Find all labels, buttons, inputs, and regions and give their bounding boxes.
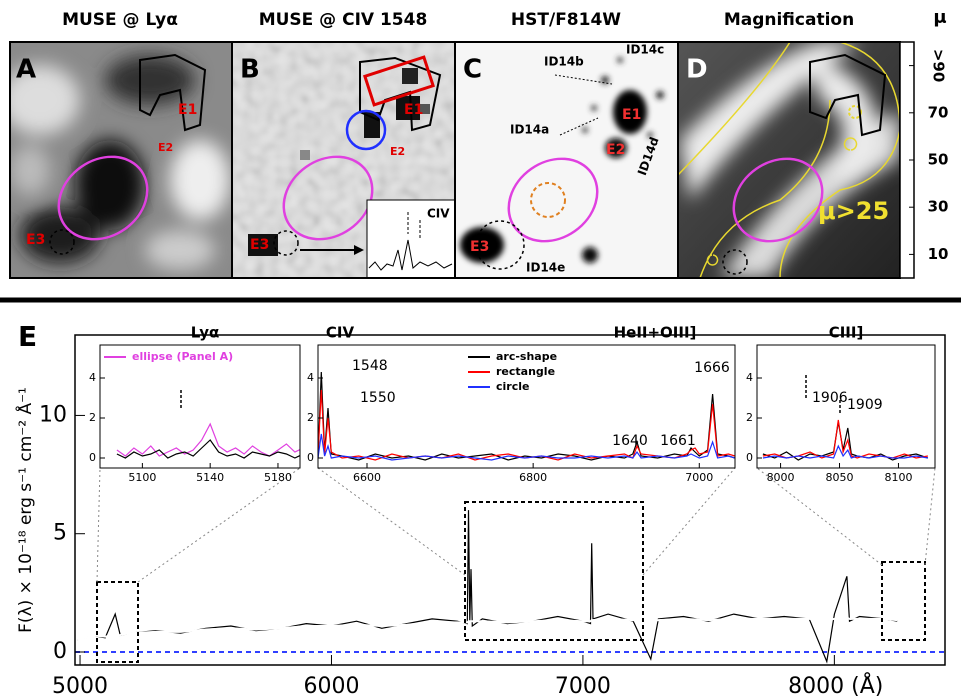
x-tick-label: 8000 (Å): [788, 672, 883, 699]
line-annotation: 1548: [352, 358, 388, 374]
line-annotation: 1909: [847, 397, 883, 413]
colorbar-tick-label: 30: [928, 198, 949, 216]
panel-letter: B: [240, 55, 260, 85]
inset-title: CIII]: [829, 324, 864, 342]
y-tick-label: 4: [307, 371, 314, 384]
x-tick-label: 7000: [685, 471, 713, 484]
x-tick-label: 8100: [884, 471, 912, 484]
line-annotation: 1906: [812, 390, 848, 406]
panel-title: MUSE @ CIV 1548: [259, 10, 428, 30]
colorbar-tick-label: >90: [930, 49, 948, 82]
object-label: E1: [178, 102, 197, 118]
inset-label: CIV: [427, 207, 450, 221]
object-label: ID14b: [544, 55, 584, 69]
legend-label: circle: [496, 380, 529, 393]
panel-b: MUSE @ CIV 1548 CIV B E1 E2 E3: [232, 10, 455, 278]
colorbar-tick-label: 70: [928, 103, 949, 121]
colorbar-tick-label: 10: [928, 245, 949, 263]
x-tick-label: 5140: [196, 471, 224, 484]
panel-letter: E: [18, 320, 37, 353]
chart: 6600 6800 7000 0 2 4 CIV HeII+OIII] arc-shape rec…: [307, 324, 735, 485]
y-tick-label: 10: [39, 402, 67, 427]
object-label: E3: [250, 237, 269, 253]
object-label: E2: [158, 141, 173, 154]
y-tick-label: 2: [307, 411, 314, 424]
object-label: E1: [622, 107, 641, 123]
x-tick-label: 6600: [353, 471, 381, 484]
legend-label: arc-shape: [496, 350, 557, 363]
inset-background: [757, 345, 935, 468]
line-annotation: 1661: [660, 433, 696, 449]
x-tick-label: 5000: [52, 674, 108, 699]
y-tick-label: 2: [746, 411, 753, 424]
x-tick-label: 5100: [128, 471, 156, 484]
panel-letter: A: [16, 55, 36, 85]
legend-label: ellipse (Panel A): [132, 350, 233, 363]
x-tick-label: 8000: [767, 471, 795, 484]
object-label: ID14e: [526, 261, 565, 275]
x-tick-label: 8050: [826, 471, 854, 484]
colorbar-tick-label: 50: [928, 151, 949, 169]
chart: 5100 5140 5180 0 2 4 Lyα ellipse (Panel A): [89, 324, 303, 485]
object-label: E3: [26, 232, 45, 248]
x-tick-label: 7000: [555, 674, 611, 699]
y-tick-label: 2: [89, 411, 96, 424]
y-tick-label: 0: [53, 639, 67, 664]
y-tick-label: 5: [53, 521, 67, 546]
annotation: μ>25: [818, 197, 889, 225]
object-label: E2: [390, 145, 405, 158]
figure: MUSE @ Lyα A E1 E2 E3 MUSE @ CIV 1548 CI…: [0, 0, 961, 700]
object-label: E1: [404, 102, 423, 118]
y-tick-label: 0: [307, 451, 314, 464]
panel-title: MUSE @ Lyα: [62, 10, 178, 30]
panel-d: Magnification D μ>25: [678, 10, 900, 278]
y-tick-label: 4: [89, 371, 96, 384]
panel-title: HST/F814W: [511, 10, 621, 30]
inset-title: Lyα: [191, 324, 220, 342]
x-tick-label: 6800: [519, 471, 547, 484]
panel-letter: D: [686, 55, 708, 85]
line-annotation: 1550: [360, 390, 396, 406]
x-tick-label: 6000: [303, 674, 359, 699]
colorbar-label: μ: [933, 7, 946, 28]
y-axis-label: F(λ) × 10⁻¹⁸ erg s⁻¹ cm⁻² Å⁻¹: [14, 387, 36, 633]
inset-title: HeII+OIII]: [614, 324, 697, 342]
object-label: E2: [606, 142, 625, 158]
panel-a: MUSE @ Lyα A E1 E2 E3: [0, 10, 232, 278]
y-tick-label: 4: [746, 371, 753, 384]
line-annotation: 1640: [612, 433, 648, 449]
y-tick-label: 0: [746, 451, 753, 464]
object-label: ID14a: [510, 123, 549, 137]
panel-c: HST/F814W C E1 E2 E3 ID14a ID14b ID14c I…: [455, 10, 678, 278]
panel-title: Magnification: [724, 10, 854, 30]
object-label: E3: [470, 239, 489, 255]
panel-letter: C: [463, 55, 482, 85]
line-annotation: 1666: [694, 360, 730, 376]
legend-label: rectangle: [496, 365, 555, 378]
object-label: ID14c: [626, 43, 664, 57]
inset-title: CIV: [326, 324, 355, 342]
x-tick-label: 5180: [264, 471, 292, 484]
y-tick-label: 0: [89, 451, 96, 464]
